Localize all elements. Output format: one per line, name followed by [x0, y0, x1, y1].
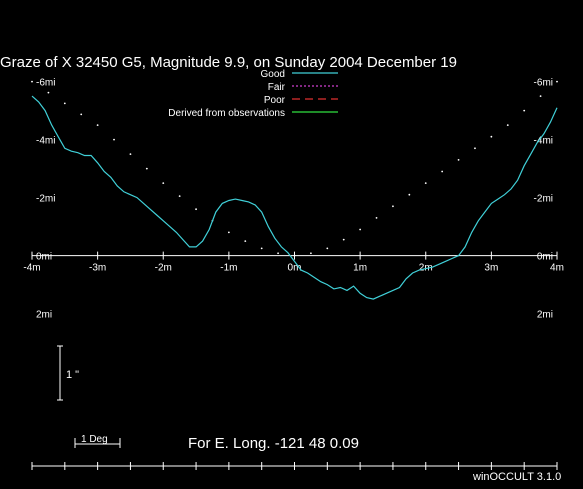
limb-dot — [293, 254, 296, 257]
y-tick-label-left: 2mi — [36, 310, 52, 321]
x-tick-label: 1m — [353, 263, 367, 274]
y-tick-label-right: 2mi — [537, 310, 553, 321]
y-tick-label-right: 0mi — [537, 252, 553, 263]
y-tick-label-right: -2mi — [534, 194, 553, 205]
y-tick-label-left: -2mi — [36, 194, 55, 205]
y-labels-right: -6mi -4mi -2mi 0mi 2mi — [534, 78, 553, 321]
y-tick-label-right: -4mi — [534, 136, 553, 147]
legend-label: Poor — [264, 95, 286, 106]
axes-group: -4m -3m -2m -1m 0m 1m 2m 3m 4m -6mi-4mi-2mi0mi2m… — [23, 78, 564, 470]
legend-label: Fair — [268, 82, 286, 93]
limb-dot — [539, 95, 542, 97]
limb-dot — [408, 193, 411, 196]
limb-dot — [244, 240, 247, 243]
limb-dot — [359, 228, 362, 231]
limb-dot — [424, 182, 427, 185]
limb-dot — [96, 124, 99, 126]
scale-bar-label: 1 " — [66, 369, 79, 381]
limb-dot — [63, 102, 66, 105]
limb-dot — [342, 238, 345, 241]
legend: Good Fair Poor Derived from observations — [168, 69, 338, 119]
longitude-label: For E. Long. -121 48 0.09 — [188, 435, 359, 452]
limb-dot — [474, 147, 476, 150]
limb-dot — [260, 247, 263, 250]
limb-dot — [506, 124, 509, 126]
x-tick-label: 0m — [288, 263, 302, 274]
degree-bar-label: 1 Deg — [81, 434, 108, 445]
limb-dot — [490, 135, 493, 138]
x-tick-label: 3m — [484, 263, 498, 274]
limb-dot — [145, 167, 148, 170]
limb-dot — [310, 252, 312, 255]
limb-dot — [178, 195, 181, 198]
software-label: winOCCULT 3.1.0 — [472, 471, 561, 483]
limb-dot — [162, 182, 165, 185]
y-tick-label-left: -4mi — [36, 136, 55, 147]
legend-label: Derived from observations — [168, 108, 285, 119]
series-good-line — [31, 95, 558, 300]
x-tick-label: -4m — [23, 263, 40, 274]
x-tick-label: -3m — [89, 263, 106, 274]
limb-profile-dots — [31, 80, 558, 257]
limb-dot — [326, 247, 329, 250]
limb-dot — [195, 208, 197, 211]
chart-title: Graze of X 32450 G5, Magnitude 9.9, on S… — [0, 54, 457, 71]
legend-label: Good — [261, 69, 285, 80]
x-tick-label: 4m — [550, 263, 564, 274]
limb-dot — [441, 170, 444, 173]
y-tick-label-left: -6mi — [36, 78, 55, 89]
x-tick-label: -2m — [155, 263, 172, 274]
limb-dot — [277, 252, 279, 255]
y-tick-label-left: 0mi — [36, 252, 52, 263]
y-labels-left: -6mi -4mi -2mi 0mi 2mi — [36, 78, 55, 321]
limb-dot — [129, 153, 132, 156]
limb-dot — [31, 80, 33, 83]
limb-dot — [47, 91, 50, 94]
limb-dot — [457, 159, 460, 161]
limb-dot — [523, 109, 526, 112]
x-tick-label: -1m — [220, 263, 237, 274]
limb-dot — [227, 231, 230, 234]
degree-bar: 1 Deg — [74, 434, 121, 448]
limb-dot — [375, 217, 378, 219]
y-tick-label-right: -6mi — [534, 78, 553, 89]
scale-bar: 1 " — [57, 345, 79, 401]
limb-dot — [80, 113, 83, 116]
limb-dot — [113, 138, 115, 141]
limb-dot — [392, 205, 394, 208]
limb-dot — [556, 80, 558, 83]
